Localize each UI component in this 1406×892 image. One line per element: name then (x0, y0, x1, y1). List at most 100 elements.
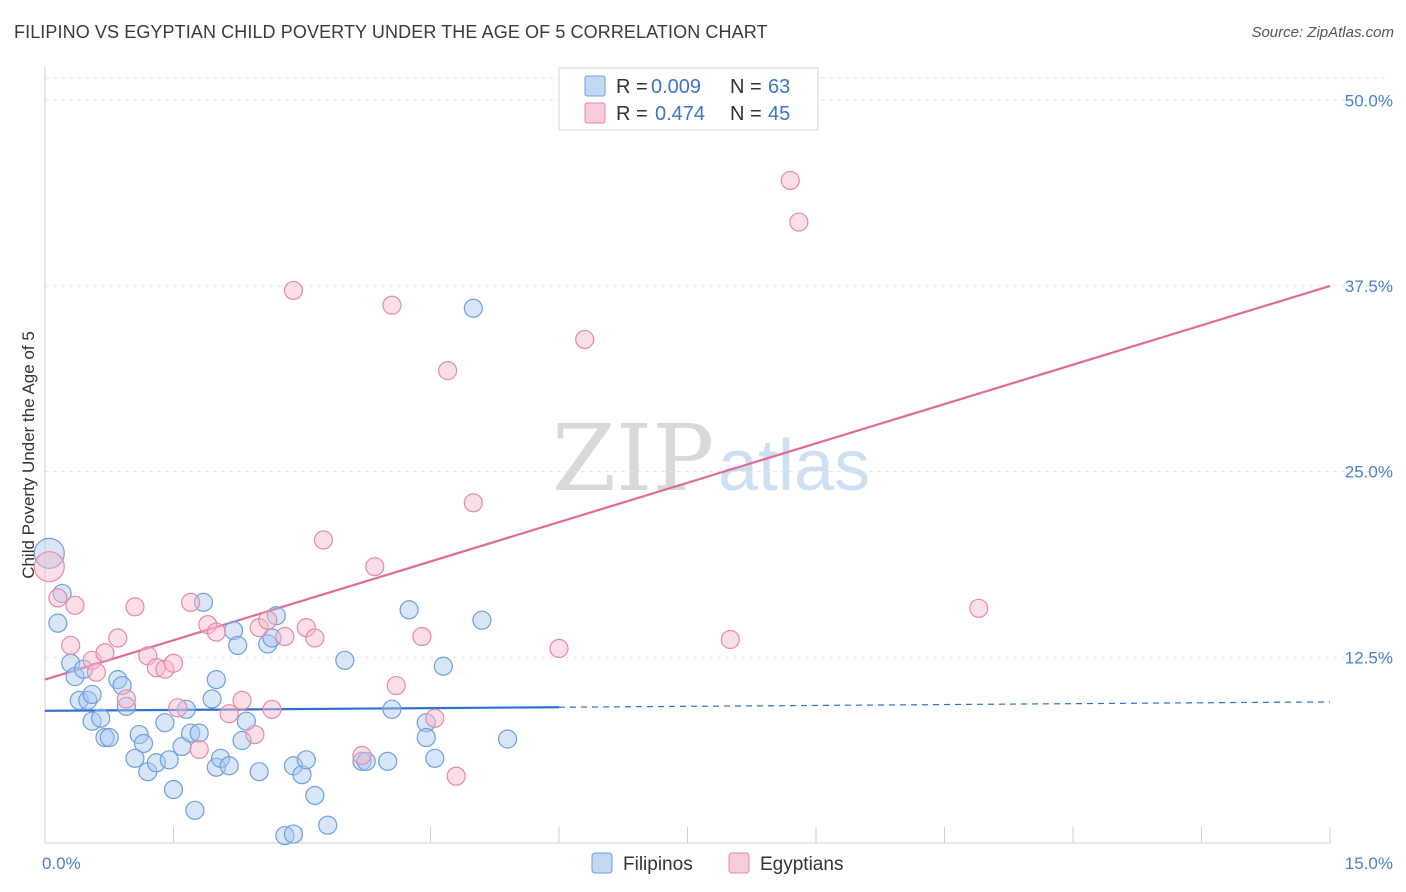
source-label: Source: ZipAtlas.com (1251, 24, 1394, 41)
filipinos-point (48, 613, 68, 633)
legend-swatch-egyptians (584, 102, 606, 124)
filipinos-point (202, 689, 222, 709)
filipinos-point (378, 751, 398, 771)
bottom-legend-label-filipinos: Filipinos (623, 854, 693, 875)
filipinos-point (116, 696, 136, 716)
bottom-legend: Filipinos Egyptians (591, 852, 843, 875)
egyptians-point (48, 588, 68, 608)
filipinos-point (163, 779, 184, 800)
egyptians-point (352, 745, 372, 765)
egyptians-point (365, 557, 385, 577)
filipinos-point (82, 684, 102, 705)
bottom-legend-swatch-egyptians (728, 852, 750, 874)
egyptians-point (386, 675, 406, 696)
egyptians-point (108, 628, 128, 648)
filipinos-point (228, 635, 248, 656)
egyptians-point (189, 739, 209, 760)
filipinos-point (416, 727, 436, 748)
egyptians-point (232, 690, 252, 710)
egyptians-point (125, 597, 145, 617)
egyptians-point (382, 295, 402, 315)
filipinos-point (133, 733, 154, 754)
filipinos-point (305, 785, 325, 806)
egyptians-point (275, 626, 295, 647)
egyptians-point (245, 724, 265, 745)
y-tick-label: 12.5% (1345, 648, 1393, 667)
filipinos-point (206, 670, 226, 690)
egyptians-trend-line (44, 284, 1331, 681)
data-points (33, 170, 989, 846)
filipinos-point (99, 727, 119, 748)
egyptians-point (86, 662, 107, 682)
egyptians-point (425, 708, 445, 728)
axes (44, 66, 1331, 844)
filipinos-point (283, 824, 304, 844)
legend-r-value-filipinos: 0.009 (651, 76, 701, 98)
filipinos-point (296, 750, 316, 770)
filipinos-point (472, 610, 492, 630)
legend-n-label-egyptians: N = (730, 103, 767, 125)
filipinos-point (95, 727, 115, 748)
y-axis-label: Child Poverty Under the Age of 5 (19, 331, 38, 579)
watermark-zip: ZIP (552, 405, 714, 512)
egyptians-point (33, 551, 65, 583)
y-tick-labels: 12.5% 25.0% 37.5% 50.0% (1345, 91, 1393, 667)
filipinos-point (223, 620, 244, 641)
egyptians-point (116, 689, 136, 709)
x-tick-labels: 0.0% 15.0% (42, 854, 1393, 873)
trend-lines (44, 284, 1331, 712)
filipinos-point (236, 711, 256, 731)
chart-title: FILIPINO VS EGYPTIAN CHILD POVERTY UNDER… (14, 22, 768, 42)
egyptians-point (549, 638, 569, 659)
y-tick-label: 25.0% (1345, 463, 1393, 482)
filipinos-point (129, 724, 149, 745)
egyptians-point (780, 170, 800, 191)
filipinos-point (266, 606, 286, 626)
legend: R = 0.009 N = 63 R = 0.474 N = 45 (558, 67, 819, 131)
egyptians-point (412, 626, 432, 647)
filipinos-point (219, 756, 239, 776)
filipinos-point (292, 765, 312, 785)
egyptians-point (720, 629, 740, 650)
filipinos-point (335, 650, 355, 670)
egyptians-point (65, 595, 85, 615)
filipinos-point (399, 600, 419, 620)
y-tick-label: 50.0% (1345, 91, 1393, 110)
egyptians-point (789, 212, 809, 232)
egyptians-point (95, 643, 115, 663)
egyptians-point (283, 280, 304, 301)
egyptians-point (446, 766, 466, 786)
legend-n-label-filipinos: N = (730, 76, 767, 98)
legend-r-value-egyptians: 0.474 (655, 103, 705, 125)
filipinos-point (189, 723, 209, 743)
filipinos-point (463, 298, 483, 318)
egyptians-point (206, 622, 226, 642)
filipinos-point (318, 815, 338, 835)
filipinos-point (416, 713, 436, 733)
filipinos-point (155, 713, 175, 733)
filipinos-point (433, 656, 453, 676)
filipinos-point (91, 708, 111, 728)
legend-r-label-filipinos: R = (616, 76, 653, 98)
filipinos-point (33, 537, 65, 569)
legend-n-value-egyptians: 45 (768, 103, 790, 125)
filipinos-point (425, 748, 445, 768)
egyptians-point (181, 592, 201, 612)
egyptians-point (219, 704, 239, 724)
filipinos-point (382, 699, 402, 719)
filipinos-point (249, 762, 269, 782)
filipinos-trend-line-dashed (558, 701, 1331, 708)
egyptians-point (163, 653, 184, 673)
egyptians-point (168, 698, 188, 718)
filipinos-point (352, 751, 372, 771)
egyptians-point (305, 628, 325, 648)
legend-r-label-egyptians: R = (616, 103, 653, 125)
egyptians-point (463, 493, 483, 513)
filipinos-point (125, 748, 145, 768)
egyptians-point (575, 329, 595, 350)
filipinos-trend-line (44, 706, 560, 712)
egyptians-point (262, 699, 282, 719)
gridlines (45, 77, 1390, 658)
egyptians-point (438, 361, 458, 381)
